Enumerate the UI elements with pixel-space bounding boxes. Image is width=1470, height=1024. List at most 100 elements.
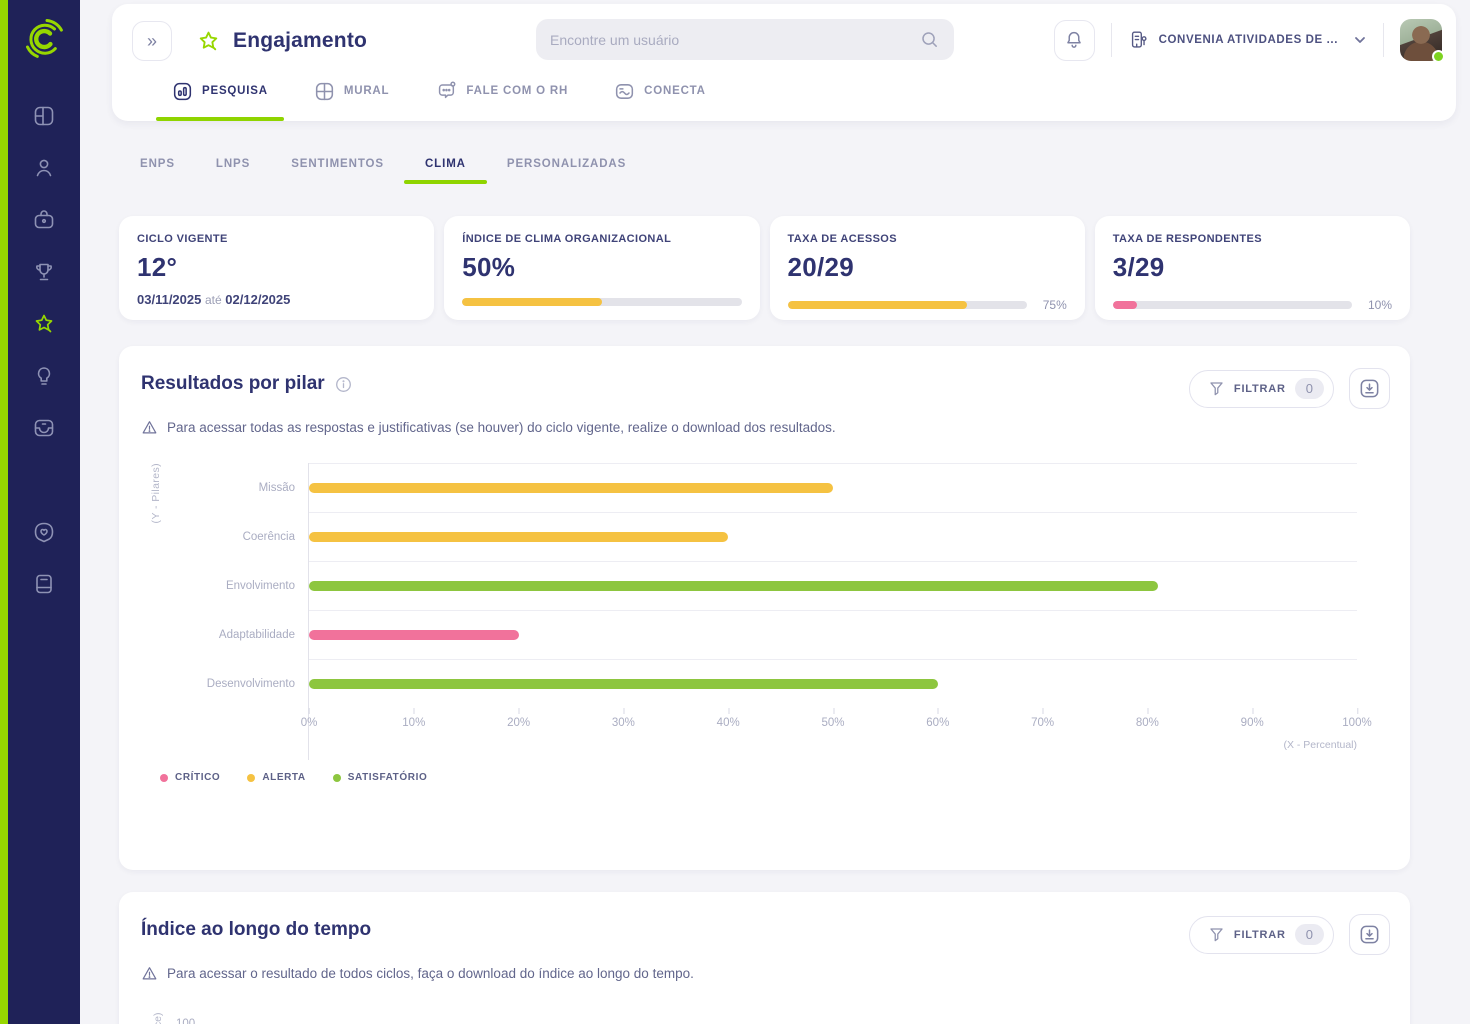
survey-subtabs: ENPS LNPS SENTIMENTOS CLIMA PERSONALIZAD… [140,158,626,184]
index-over-time-section: Índice ao longo do tempo FILTRAR 0 [119,892,1410,1024]
index-line-chart: (Y - Índice) 100 [140,1004,1380,1024]
legend-item-alerta: ALERTA [247,772,305,783]
metric-value: 3/29 [1112,252,1165,282]
subtab-personalizadas[interactable]: PERSONALIZADAS [506,158,627,170]
download-button[interactable] [1349,914,1390,955]
user-search [536,19,954,60]
x-axis-label: (X - Percentual) [1283,739,1357,751]
engagement-star-icon [196,29,221,54]
tab-pesquisa[interactable]: PESQUISA [156,79,284,121]
legend-item-satisfatorio: SATISFATÓRIO [332,772,428,783]
sidebar-item-inbox-icon[interactable] [32,416,56,440]
progress-track [787,301,1027,309]
bar-missao[interactable] [309,483,833,493]
category-label: Desenvolvimento [206,677,295,690]
x-tick: 60% [926,708,950,729]
funnel-icon [1208,926,1225,943]
tab-conecta[interactable]: CONECTA [614,79,706,121]
progress-percent: 75% [1042,298,1067,312]
bell-icon [1063,29,1085,51]
download-button[interactable] [1349,368,1390,409]
avatar[interactable] [1400,19,1445,63]
metric-value: 20/29 [787,252,855,282]
download-warning: Para acessar o resultado de todos ciclos… [141,965,1410,982]
legend-label: ALERTA [262,772,306,783]
sidebar-collapse-button[interactable]: » [132,21,172,61]
download-icon [1358,923,1381,946]
brand-accent-strip [0,0,8,1024]
subtab-sentimentos[interactable]: SENTIMENTOS [291,158,384,170]
progress-track [1112,301,1352,309]
card-taxa-acessos: TAXA DE ACESSOS 20/29 75% [769,216,1085,320]
search-icon[interactable] [919,29,940,50]
page-title: Engajamento [233,29,368,52]
bar-adaptabilidade[interactable] [309,630,519,640]
category-labels: Missão Coerência Envolvimento Adaptabili… [169,463,308,760]
section-title: Resultados por pilar [141,373,325,394]
cycle-period: 03/11/2025 até 02/12/2025 [137,292,416,307]
chevron-down-icon [1353,33,1367,47]
period-separator: até [204,293,222,307]
tab-label: FALE COM O RH [466,85,569,97]
card-taxa-respondentes: TAXA DE RESPONDENTES 3/29 10% [1094,216,1410,320]
filter-button[interactable]: FILTRAR 0 [1188,369,1334,408]
legend-dot [332,773,341,782]
legend-label: CRÍTICO [175,772,221,783]
period-start: 03/11/2025 [137,292,202,307]
bar-desenvolvimento[interactable] [309,679,938,689]
y-tick-100: 100 [176,1018,196,1024]
info-icon[interactable] [335,376,352,393]
tab-fale-com-o-rh[interactable]: FALE COM O RH [435,79,568,121]
filter-count-badge: 0 [1294,924,1324,945]
search-input[interactable] [550,31,919,48]
subtab-clima[interactable]: CLIMA [404,158,487,184]
notifications-button[interactable] [1053,19,1095,61]
header: » Engajamento [112,4,1456,121]
survey-chart-icon [172,81,193,102]
metric-label: CICLO VIGENTE [137,233,228,245]
conecta-pulse-icon [614,81,635,102]
subtab-lnps[interactable]: LNPS [215,158,251,170]
progress-fill [462,298,602,306]
warning-triangle-icon [141,419,158,436]
warning-text: Para acessar todas as respostas e justif… [167,420,836,435]
divider [1110,23,1112,57]
divider [1383,23,1384,57]
sidebar-item-briefcase-icon[interactable] [32,208,56,232]
sidebar-item-handbook-icon[interactable] [32,572,56,596]
pillar-results-section: Resultados por pilar FILTRAR 0 [119,346,1410,870]
chart-legend: CRÍTICO ALERTA SATISFATÓRIO [160,772,1410,783]
sidebar-item-engagement-star-icon[interactable] [32,312,56,336]
metric-cards: CICLO VIGENTE 12° 03/11/2025 até 02/12/2… [119,216,1410,320]
legend-label: SATISFATÓRIO [347,772,428,783]
x-tick: 30% [611,708,635,729]
metric-label: TAXA DE ACESSOS [787,233,897,245]
filter-button[interactable]: FILTRAR 0 [1188,915,1334,954]
x-tick: 10% [402,708,426,729]
sidebar-item-trophy-icon[interactable] [32,260,56,284]
category-label: Coerência [242,530,295,543]
download-icon [1358,377,1381,400]
tab-label: CONECTA [644,85,706,97]
download-warning: Para acessar todas as respostas e justif… [141,419,1410,436]
x-tick: 20% [507,708,531,729]
tab-mural[interactable]: MURAL [314,79,390,121]
category-label: Missão [258,481,295,494]
sidebar-item-people-icon[interactable] [32,156,56,180]
progress-percent: 10% [1367,298,1392,312]
convenia-logo [21,16,67,62]
section-title: Índice ao longo do tempo [141,919,372,940]
bar-coerencia[interactable] [309,532,729,542]
x-axis: 0% 10% 20% 30% 40% 50% 60% 70% 80% 90% 1… [301,708,1372,760]
sidebar-item-lightbulb-icon[interactable] [32,364,56,388]
subtab-enps[interactable]: ENPS [140,158,175,170]
category-label: Adaptabilidade [218,628,295,641]
sidebar-item-benefits-badge-icon[interactable] [32,520,56,544]
legend-dot [160,773,168,782]
x-tick: 100% [1342,708,1372,729]
company-switcher[interactable]: CONVENIA ATIVIDADES DE ... [1128,29,1367,51]
filter-label: FILTRAR [1233,928,1286,941]
bar-envolvimento[interactable] [309,581,1158,591]
sidebar-item-dashboard-icon[interactable] [32,104,56,128]
chevrons-right-icon: » [146,30,157,51]
